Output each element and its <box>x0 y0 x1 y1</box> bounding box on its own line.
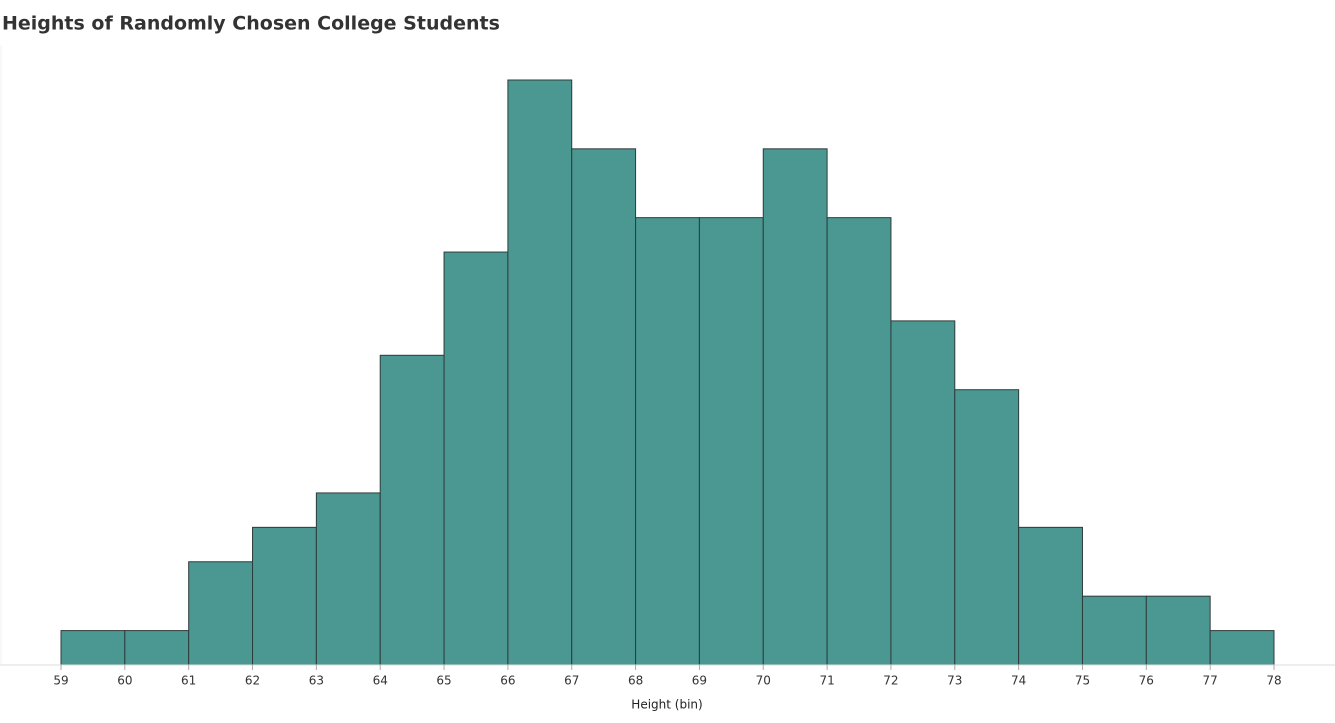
x-tick-label: 71 <box>819 674 834 688</box>
x-tick-label: 62 <box>245 674 260 688</box>
bar <box>635 217 700 666</box>
bar <box>1145 595 1211 666</box>
x-tick-label: 77 <box>1203 674 1218 688</box>
bar <box>60 630 126 666</box>
x-tick-label: 78 <box>1266 674 1281 688</box>
x-tick-label: 66 <box>500 674 515 688</box>
bar <box>124 630 190 666</box>
x-tick-label: 76 <box>1139 674 1154 688</box>
x-tick-label: 68 <box>628 674 643 688</box>
bar <box>1209 630 1275 666</box>
x-tick-label: 60 <box>117 674 132 688</box>
bar <box>698 217 764 666</box>
bar <box>890 320 956 666</box>
x-tick-label: 65 <box>436 674 451 688</box>
bar <box>571 148 637 666</box>
bar <box>762 148 828 666</box>
x-axis-title: Height (bin) <box>631 698 702 712</box>
x-tick-label: 59 <box>53 674 68 688</box>
x-tick-label: 69 <box>692 674 707 688</box>
x-tick-label: 74 <box>1011 674 1026 688</box>
x-tick-label: 75 <box>1075 674 1090 688</box>
bar <box>315 492 381 666</box>
bar <box>1081 595 1147 666</box>
bar <box>252 526 317 666</box>
x-tick-label: 64 <box>373 674 388 688</box>
x-tick-label: 73 <box>947 674 962 688</box>
x-tick-label: 67 <box>564 674 579 688</box>
bar <box>826 217 892 666</box>
bar <box>1018 526 1083 666</box>
bar <box>507 79 573 666</box>
bar <box>954 389 1020 666</box>
bar <box>379 354 445 666</box>
bar <box>188 561 254 666</box>
x-tick-label: 70 <box>756 674 771 688</box>
bar <box>443 251 509 666</box>
x-tick-label: 61 <box>181 674 196 688</box>
x-tick-label: 63 <box>309 674 324 688</box>
chart-title: Heights of Randomly Chosen College Stude… <box>2 13 500 35</box>
x-tick-label: 72 <box>883 674 898 688</box>
